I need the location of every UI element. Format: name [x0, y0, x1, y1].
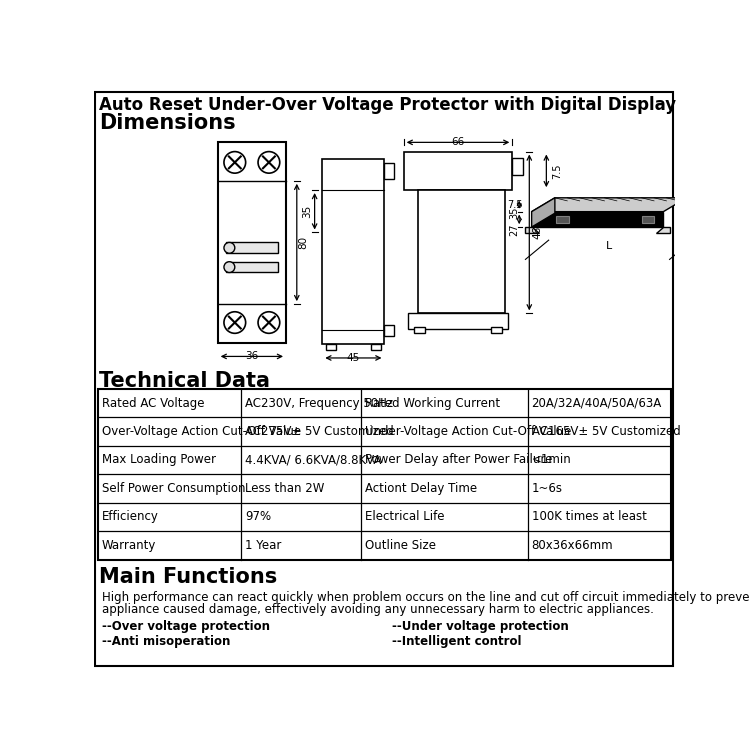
- Text: AC230V, Frequency 50Hz: AC230V, Frequency 50Hz: [244, 397, 393, 410]
- Text: 27: 27: [509, 224, 520, 236]
- Text: 4.4KVA/ 6.6KVA/8.8KVA: 4.4KVA/ 6.6KVA/8.8KVA: [244, 454, 381, 466]
- Text: 45: 45: [346, 353, 360, 363]
- Text: 35: 35: [302, 205, 312, 218]
- Text: 100K times at least: 100K times at least: [532, 511, 646, 524]
- Text: Over-Voltage Action Cut-Off Value: Over-Voltage Action Cut-Off Value: [101, 425, 301, 438]
- Bar: [384, 325, 394, 337]
- Circle shape: [224, 312, 246, 333]
- Bar: [326, 344, 335, 350]
- Text: 46: 46: [532, 226, 542, 239]
- Text: 80x36x66mm: 80x36x66mm: [532, 539, 614, 552]
- Polygon shape: [532, 198, 687, 211]
- Text: AC275V± 5V Customized: AC275V± 5V Customized: [244, 425, 394, 438]
- Text: appliance caused damage, effectively avoiding any unnecessary harm to electric a: appliance caused damage, effectively avo…: [101, 603, 653, 616]
- Polygon shape: [526, 227, 539, 233]
- Bar: [217, 142, 286, 343]
- Text: 36: 36: [245, 352, 259, 362]
- Text: 66: 66: [452, 137, 464, 147]
- Text: 20A/32A/40A/50A/63A: 20A/32A/40A/50A/63A: [532, 397, 662, 410]
- Circle shape: [258, 152, 280, 173]
- Bar: [642, 215, 654, 223]
- Text: Power Delay after Power Failure: Power Delay after Power Failure: [365, 454, 552, 466]
- Text: 35: 35: [509, 207, 520, 220]
- Text: Dimensions: Dimensions: [99, 113, 236, 133]
- Text: Electrical Life: Electrical Life: [365, 511, 445, 524]
- Text: 1~6s: 1~6s: [532, 482, 562, 495]
- Text: --Under voltage protection: --Under voltage protection: [392, 620, 568, 633]
- Text: --Over voltage protection: --Over voltage protection: [101, 620, 269, 633]
- Circle shape: [224, 152, 246, 173]
- Bar: [408, 314, 509, 328]
- Bar: [414, 327, 425, 333]
- Bar: [226, 242, 278, 254]
- Bar: [322, 159, 384, 344]
- Text: 7.5: 7.5: [507, 200, 522, 210]
- Polygon shape: [532, 211, 663, 227]
- Text: Main Functions: Main Functions: [99, 568, 278, 587]
- Bar: [512, 158, 523, 175]
- Text: Efficiency: Efficiency: [101, 511, 158, 524]
- Text: Self Power Consumption: Self Power Consumption: [101, 482, 245, 495]
- Text: L: L: [606, 241, 612, 250]
- Text: Auto Reset Under-Over Voltage Protector with Digital Display: Auto Reset Under-Over Voltage Protector …: [99, 96, 676, 114]
- Text: Under-Voltage Action Cut-Off Value: Under-Voltage Action Cut-Off Value: [365, 425, 572, 438]
- Text: 7.5: 7.5: [552, 163, 562, 178]
- Text: Actiont Delay Time: Actiont Delay Time: [365, 482, 477, 495]
- Bar: [226, 262, 278, 272]
- Bar: [404, 152, 512, 190]
- Text: Warranty: Warranty: [101, 539, 156, 552]
- Polygon shape: [656, 227, 670, 233]
- Text: --Anti misoperation: --Anti misoperation: [101, 635, 230, 648]
- Bar: [384, 164, 394, 178]
- Text: Technical Data: Technical Data: [99, 371, 270, 391]
- Circle shape: [258, 312, 280, 333]
- Text: <1min: <1min: [532, 454, 572, 466]
- Text: --Intelligent control: --Intelligent control: [392, 635, 522, 648]
- Bar: [98, 388, 671, 560]
- Bar: [556, 215, 568, 223]
- Text: AC165V± 5V Customized: AC165V± 5V Customized: [532, 425, 680, 438]
- Text: High performance can react quickly when problem occurs on the line and cut off c: High performance can react quickly when …: [101, 590, 750, 604]
- Text: Less than 2W: Less than 2W: [244, 482, 324, 495]
- Circle shape: [224, 242, 235, 254]
- Text: Max Loading Power: Max Loading Power: [101, 454, 215, 466]
- Text: 80: 80: [298, 236, 308, 249]
- Text: Outline Size: Outline Size: [365, 539, 436, 552]
- Text: Rated AC Voltage: Rated AC Voltage: [101, 397, 204, 410]
- Bar: [371, 344, 380, 350]
- Text: 97%: 97%: [244, 511, 271, 524]
- Polygon shape: [532, 198, 555, 227]
- Bar: [490, 327, 502, 333]
- Text: 1 Year: 1 Year: [244, 539, 281, 552]
- Bar: [418, 190, 505, 314]
- Circle shape: [224, 262, 235, 272]
- Text: Rated Working Current: Rated Working Current: [365, 397, 500, 410]
